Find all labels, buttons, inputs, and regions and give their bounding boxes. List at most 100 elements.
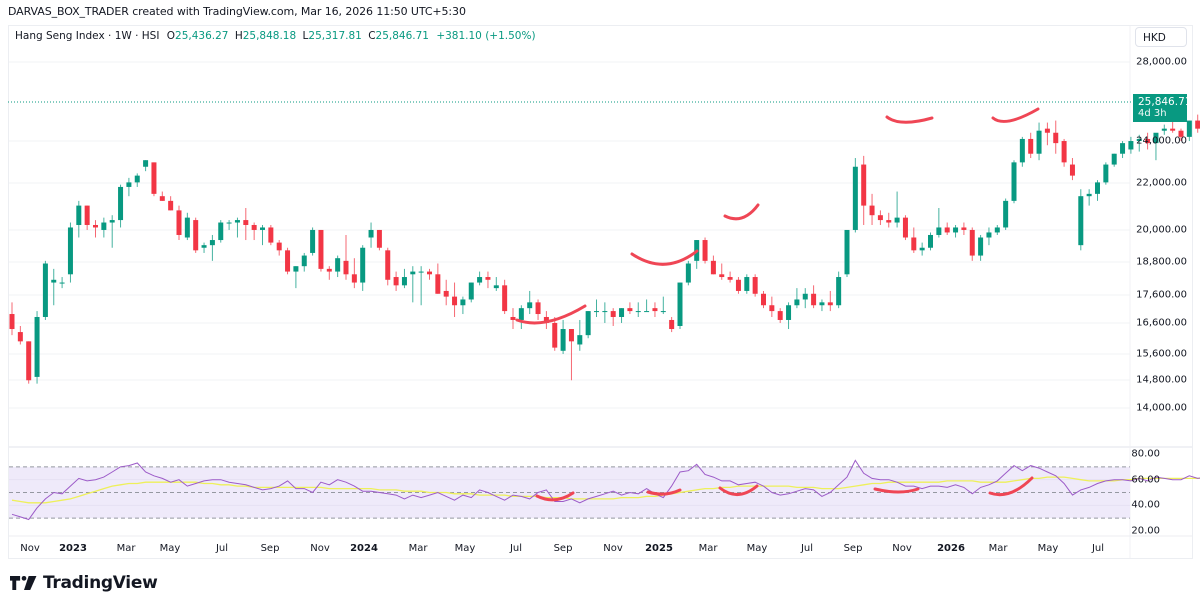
candle (660, 296, 666, 315)
close-label: C (368, 30, 376, 42)
candle (343, 234, 349, 280)
change-value: +381.10 (+1.50%) (436, 30, 536, 42)
time-axis-month-label: Mar (698, 543, 718, 554)
price-axis-label: 14,000.00 (1136, 402, 1187, 414)
time-axis-year-label: 2026 (937, 543, 965, 554)
time-axis-month-label: Sep (843, 543, 863, 554)
currency-button[interactable]: HKD (1135, 27, 1187, 47)
tradingview-logo: TradingView (10, 573, 158, 593)
time-axis-month-label: Sep (553, 543, 573, 554)
price-axis-label: 24,000.00 (1136, 135, 1187, 147)
candle (635, 302, 641, 317)
candle (1103, 162, 1109, 185)
candle (894, 191, 900, 228)
candle (418, 266, 424, 306)
candle (251, 222, 257, 241)
annotation-curve-rsi-4 (873, 487, 920, 494)
candle (368, 222, 374, 248)
candle (936, 207, 942, 238)
candle (134, 173, 140, 187)
candle (293, 266, 299, 289)
time-axis-year-label: 2024 (350, 543, 378, 554)
tradingview-logo-icon (10, 576, 37, 590)
candle (744, 274, 750, 294)
rsi-axis-label: 60.00 (1131, 474, 1160, 486)
candle (577, 319, 583, 351)
time-axis-month-label: Nov (20, 543, 40, 554)
last-price-tag: 25,846.71 4d 3h (1133, 94, 1192, 122)
candle (794, 288, 800, 309)
candle (385, 247, 391, 286)
tradingview-logo-text: TradingView (43, 573, 158, 593)
candle (226, 220, 232, 230)
candle (1136, 134, 1142, 152)
ohlc-legend: Hang Seng Index · 1W · HSI O25,436.27 H2… (15, 30, 536, 42)
rsi-axis-label: 80.00 (1131, 448, 1160, 460)
time-axis-month-label: Jul (1091, 543, 1105, 554)
grid-lines (9, 26, 1192, 558)
candle (59, 277, 65, 289)
candle (802, 288, 808, 309)
candle (836, 271, 842, 309)
bar-countdown: 4d 3h (1138, 108, 1167, 119)
candle (285, 247, 291, 275)
time-axis-month-label: Nov (892, 543, 912, 554)
last-price-value: 25,846.71 (1138, 96, 1192, 108)
time-axis-month-label: May (159, 543, 181, 554)
candle (93, 220, 98, 238)
candle (201, 242, 207, 253)
candle (17, 325, 23, 345)
candle (752, 274, 758, 297)
candle (376, 229, 382, 251)
candlestick-series (9, 114, 1200, 384)
price-axis-label: 15,600.00 (1136, 348, 1187, 360)
rsi-ma-line (11, 476, 1200, 504)
candle (401, 268, 407, 289)
candle (978, 234, 984, 261)
rsi-axis-label: 40.00 (1131, 499, 1160, 511)
high-value: 25,848.18 (242, 30, 297, 42)
candle (1061, 138, 1067, 167)
candle (243, 207, 249, 241)
candle (276, 240, 282, 256)
candle (819, 299, 825, 312)
candle (51, 268, 57, 306)
candle (193, 217, 199, 253)
candle (1086, 189, 1092, 206)
candle (101, 217, 107, 238)
candle (852, 158, 858, 233)
candle (234, 217, 240, 238)
candle (1178, 128, 1184, 142)
symbol-description[interactable]: Hang Seng Index · 1W · HSI (15, 30, 160, 42)
candle (694, 240, 700, 269)
candle (318, 229, 324, 272)
candle (1069, 158, 1075, 181)
candle (594, 299, 599, 317)
candle (184, 212, 190, 241)
candle (1053, 120, 1059, 154)
candle (827, 290, 833, 312)
time-axis-month-label: May (1037, 543, 1059, 554)
annotation-curve-rsi-2 (646, 488, 682, 496)
candle (969, 227, 975, 261)
time-axis-month-label: Jul (800, 543, 814, 554)
candle (34, 311, 40, 384)
candle (468, 282, 474, 303)
candle (502, 279, 508, 315)
candle (944, 222, 950, 235)
price-axis-label: 16,600.00 (1136, 317, 1187, 329)
candle (1111, 153, 1117, 167)
candle (677, 282, 683, 330)
candle (560, 319, 566, 354)
candle (811, 285, 817, 309)
candle (1170, 120, 1176, 133)
chart-credit: DARVAS_BOX_TRADER created with TradingVi… (8, 5, 466, 18)
price-axis-label: 14,800.00 (1136, 374, 1187, 386)
candle (218, 220, 224, 243)
time-axis-month-label: Mar (116, 543, 136, 554)
time-axis-year-label: 2025 (645, 543, 673, 554)
annotation-curve-price-1 (515, 304, 587, 325)
candle (911, 227, 917, 253)
candle (518, 305, 524, 330)
